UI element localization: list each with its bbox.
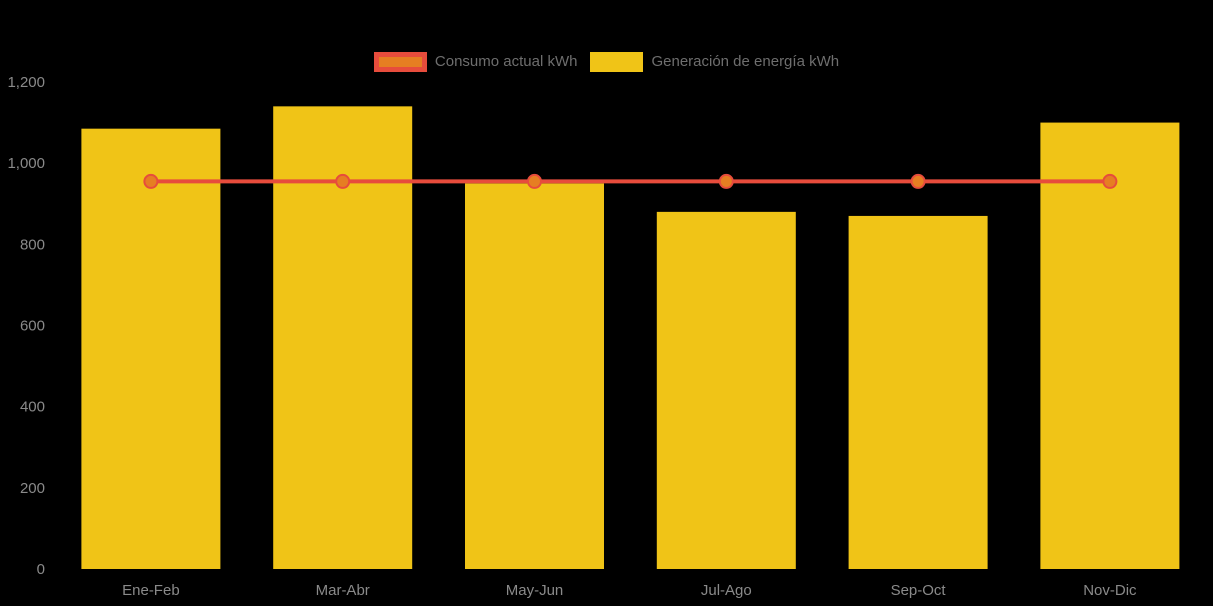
y-tick-label: 200 <box>20 480 45 497</box>
y-tick-label: 800 <box>20 236 45 253</box>
bar-nov-dic[interactable] <box>1040 122 1180 569</box>
generacion-swatch-icon <box>590 52 644 72</box>
line-point-sep-oct[interactable] <box>910 173 926 189</box>
line-point-may-jun[interactable] <box>527 173 542 189</box>
chart-legend: Consumo actual kWh Generación de energía… <box>0 52 1213 72</box>
y-tick-label: 400 <box>20 399 45 416</box>
x-tick-label: Sep-Oct <box>891 582 947 599</box>
legend-label-generacion: Generación de energía kWh <box>651 53 840 70</box>
y-tick-label: 600 <box>20 318 45 335</box>
bar-jul-ago[interactable] <box>656 211 796 569</box>
line-point-ene-feb[interactable] <box>143 173 159 189</box>
y-tick-label: 0 <box>37 561 45 578</box>
x-tick-label: Jul-Ago <box>701 582 752 599</box>
x-tick-label: May-Jun <box>506 582 564 599</box>
x-tick-label: Ene-Feb <box>122 582 180 599</box>
line-point-jul-ago[interactable] <box>718 173 734 189</box>
line-point-mar-abr[interactable] <box>335 173 351 189</box>
legend-item-generacion[interactable]: Generación de energía kWh <box>590 52 839 72</box>
legend-item-consumo[interactable]: Consumo actual kWh <box>373 52 578 72</box>
line-point-nov-dic[interactable] <box>1102 173 1118 189</box>
x-tick-label: Mar-Abr <box>316 582 370 599</box>
bar-ene-feb[interactable] <box>81 128 221 569</box>
legend-label-consumo: Consumo actual kWh <box>434 53 578 70</box>
consumo-swatch-icon <box>373 52 427 72</box>
y-tick-label: 1,000 <box>7 155 45 172</box>
y-tick-label: 1,200 <box>7 74 45 91</box>
bar-may-jun[interactable] <box>465 183 604 570</box>
bar-sep-oct[interactable] <box>848 215 988 570</box>
x-tick-label: Nov-Dic <box>1083 582 1137 599</box>
